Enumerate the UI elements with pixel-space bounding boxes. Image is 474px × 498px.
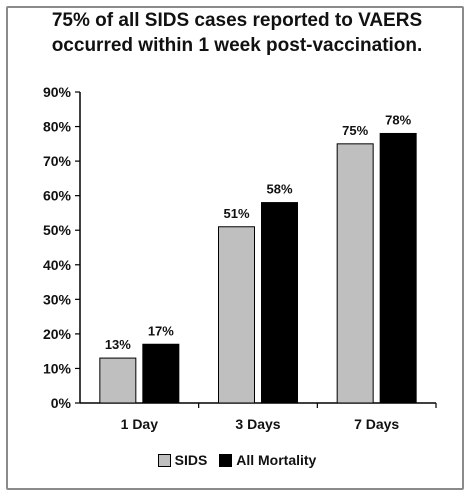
x-category-label: 3 Days [235, 416, 280, 432]
y-tick-label: 10% [43, 360, 72, 376]
data-label: 58% [266, 182, 292, 197]
y-tick-label: 40% [43, 257, 72, 273]
data-label: 17% [148, 323, 174, 338]
y-tick-label: 90% [43, 84, 72, 100]
legend-swatch-sids [157, 453, 171, 467]
y-tick-label: 60% [43, 188, 72, 204]
legend-label-sids: SIDS [174, 452, 208, 468]
y-tick-label: 0% [51, 395, 72, 411]
x-category-label: 7 Days [354, 416, 399, 432]
chart-title-line-2: occurred within 1 week post-vaccination. [51, 35, 423, 56]
chart-title: 75% of all SIDS cases reported to VAERS … [0, 8, 474, 58]
legend-swatch-all-mortality [219, 453, 233, 467]
y-tick-label: 70% [43, 153, 72, 169]
x-category-label: 1 Day [121, 416, 159, 432]
bar-all-mortality [142, 343, 180, 404]
data-label: 78% [385, 112, 411, 127]
y-tick-label: 80% [43, 119, 72, 135]
y-tick-label: 50% [43, 222, 72, 238]
data-label: 51% [223, 206, 249, 221]
bar-all-mortality [379, 132, 417, 404]
bar-all-mortality [261, 202, 298, 404]
bar-sids [99, 357, 137, 404]
chart-title-line-1: 75% of all SIDS cases reported to VAERS [51, 10, 423, 31]
legend-label-all-mortality: All Mortality [236, 452, 317, 468]
y-tick-label: 30% [43, 291, 72, 307]
bar-sids [218, 226, 255, 404]
data-label: 75% [342, 123, 368, 138]
legend-item-sids: SIDS [157, 452, 208, 468]
legend-item-all-mortality: All Mortality [219, 452, 316, 468]
bar-sids [336, 143, 374, 404]
data-label: 13% [105, 337, 131, 352]
y-tick-label: 20% [43, 326, 72, 342]
chart-legend: SIDS All Mortality [0, 452, 474, 470]
